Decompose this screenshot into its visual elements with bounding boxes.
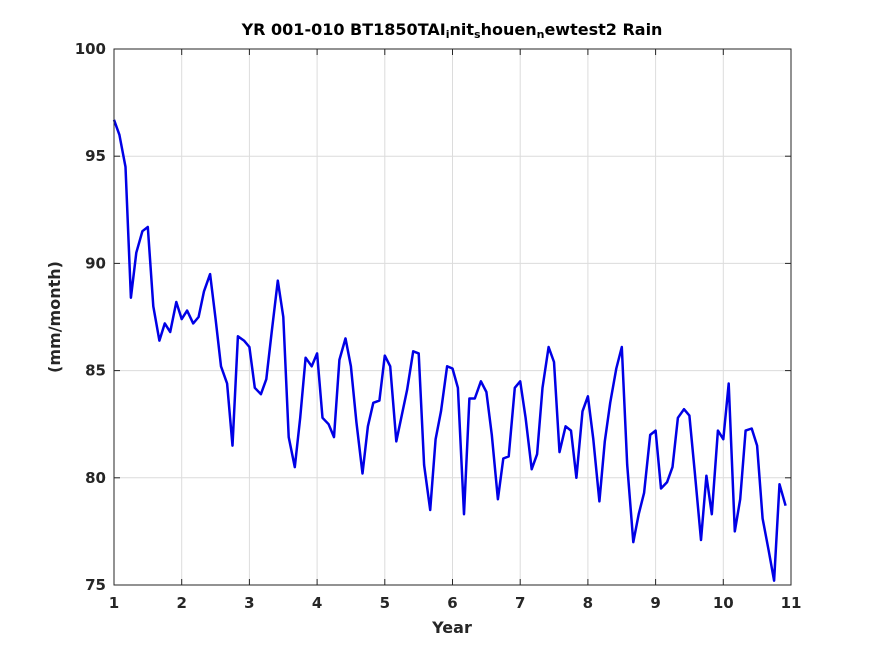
x-axis-label: Year (431, 618, 472, 637)
x-tick-label: 1 (109, 594, 119, 612)
tick-marks (113, 48, 792, 586)
chart-title: YR 001-010 BT1850TAIinitshouennewtest2 R… (241, 20, 663, 41)
x-tick-label: 4 (312, 594, 322, 612)
x-tick-label: 10 (713, 594, 734, 612)
title-subscript: i (446, 28, 450, 41)
x-tick-label: 7 (515, 594, 525, 612)
title-segment: ewtest2 Rain (544, 20, 662, 39)
x-tick-label: 6 (447, 594, 457, 612)
y-tick-labels: 75 80 85 90 95 100 (75, 40, 106, 594)
title-segment: YR 001-010 BT1850TAI (241, 20, 446, 39)
y-tick-label: 95 (85, 147, 106, 165)
y-tick-label: 100 (75, 40, 106, 58)
title-subscript: n (537, 28, 545, 41)
y-axis-label: (mm/month) (45, 261, 64, 373)
y-tick-label: 90 (85, 254, 106, 272)
title-subscript: s (474, 28, 481, 41)
x-tick-label: 8 (583, 594, 593, 612)
x-tick-labels: 1 2 3 4 5 6 7 8 9 10 11 (109, 594, 802, 612)
x-tick-label: 9 (650, 594, 660, 612)
title-segment: nit (449, 20, 474, 39)
x-tick-label: 5 (380, 594, 390, 612)
y-tick-label: 75 (85, 576, 106, 594)
y-tick-label: 85 (85, 362, 106, 380)
title-segment: houen (481, 20, 537, 39)
y-tick-label: 80 (85, 469, 106, 487)
x-tick-label: 3 (244, 594, 254, 612)
rain-series-line (112, 119, 787, 582)
x-tick-label: 11 (781, 594, 802, 612)
x-tick-label: 2 (176, 594, 186, 612)
